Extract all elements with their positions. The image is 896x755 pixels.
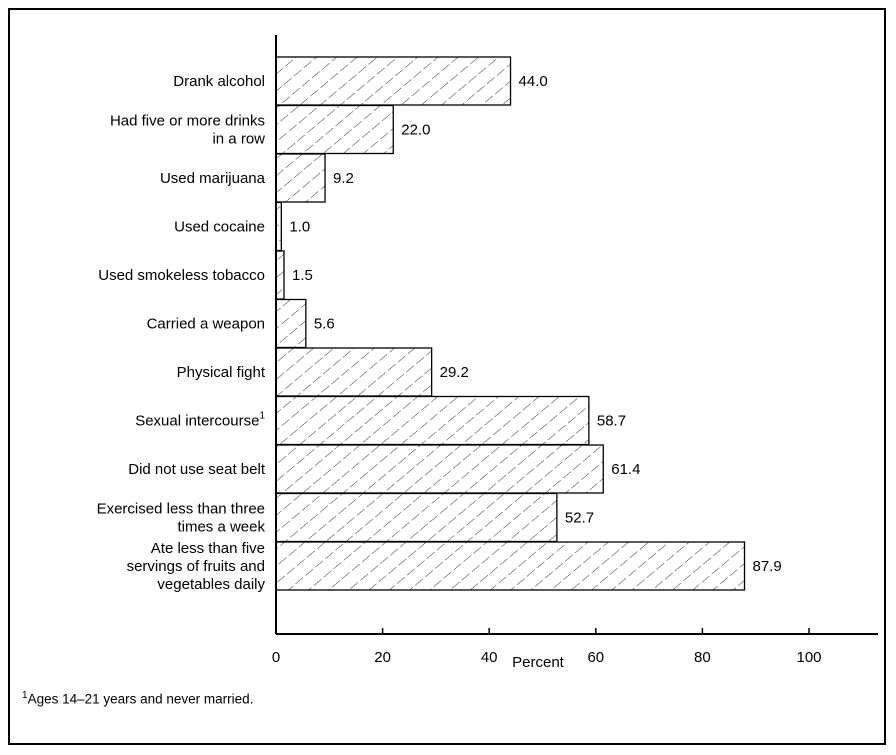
- chart-frame: [8, 8, 886, 745]
- category-label: Sexual intercourse1: [135, 411, 265, 430]
- value-label: 58.7: [597, 413, 626, 430]
- bars: 44.0 22.0 9.2 1.0 1.5 5.6 29.2 58.7 61.4 52.7 87.9: [275, 56, 782, 591]
- value-label: 61.4: [611, 461, 640, 478]
- bar-hatch: [276, 493, 557, 542]
- footnote-marker: 1: [22, 690, 28, 701]
- value-label: 44.0: [519, 73, 548, 90]
- bar-group: 1.0: [275, 201, 310, 252]
- category-label: Used smokeless tobacco: [98, 267, 265, 284]
- bar-group: 52.7: [275, 492, 594, 543]
- bar-group: 1.5: [275, 250, 313, 300]
- x-tick-label: 20: [374, 649, 391, 666]
- bar-hatch: [276, 105, 394, 154]
- x-axis: 0 20 40 60 80 100: [272, 35, 878, 666]
- bar-hatch: [276, 251, 284, 299]
- category-label: Physical fight: [177, 364, 266, 381]
- value-label: 52.7: [565, 510, 594, 527]
- value-label: 5.6: [314, 316, 335, 333]
- x-tick-label: 100: [796, 649, 821, 666]
- bar-hatch: [276, 348, 432, 396]
- bar-hatch: [276, 396, 589, 445]
- category-label: Drank alcohol: [173, 73, 265, 90]
- bar-hatch: [276, 299, 306, 348]
- category-label: Did not use seat belt: [128, 461, 266, 478]
- category-label: Used cocaine: [174, 219, 265, 236]
- label-superscript: 1: [259, 411, 265, 422]
- value-label: 1.5: [292, 267, 313, 284]
- bar-group: 22.0: [275, 104, 430, 155]
- value-label: 9.2: [333, 170, 354, 187]
- x-tick-label: 80: [694, 649, 711, 666]
- category-label: Carried a weapon: [147, 316, 265, 333]
- bar-hatch: [276, 202, 282, 251]
- bar-group: 61.4: [275, 444, 640, 494]
- footnote-text: Ages 14–21 years and never married.: [27, 691, 254, 707]
- bar-group: 9.2: [275, 153, 354, 203]
- bar-group: 44.0: [275, 56, 548, 106]
- bar-hatch: [276, 57, 511, 105]
- category-label: Ate less than five servings of fruits and…: [127, 540, 266, 593]
- bar-group: 87.9: [275, 541, 782, 591]
- x-tick-label: 0: [272, 649, 280, 666]
- x-tick-label: 60: [587, 649, 604, 666]
- bar-hatch: [276, 154, 326, 202]
- value-label: 1.0: [289, 219, 310, 236]
- category-label: Had five or more drinks in a row: [110, 113, 265, 148]
- category-labels: Drank alcohol Had five or more drinks in a…: [97, 73, 266, 593]
- bar-group: 5.6: [275, 298, 335, 349]
- value-label: 22.0: [401, 122, 430, 139]
- category-label: Exercised less than three times a week: [97, 501, 266, 536]
- value-label: 87.9: [753, 558, 782, 575]
- category-label: Used marijuana: [160, 170, 266, 187]
- bar-group: 29.2: [275, 347, 469, 397]
- bar-hatch: [276, 542, 745, 590]
- footnote: 1Ages 14–21 years and never married.: [22, 690, 253, 707]
- value-label: 29.2: [440, 364, 469, 381]
- bar-hatch: [276, 445, 604, 493]
- x-axis-title: Percent: [512, 654, 565, 671]
- x-tick-label: 40: [481, 649, 498, 666]
- bar-group: 58.7: [275, 395, 626, 446]
